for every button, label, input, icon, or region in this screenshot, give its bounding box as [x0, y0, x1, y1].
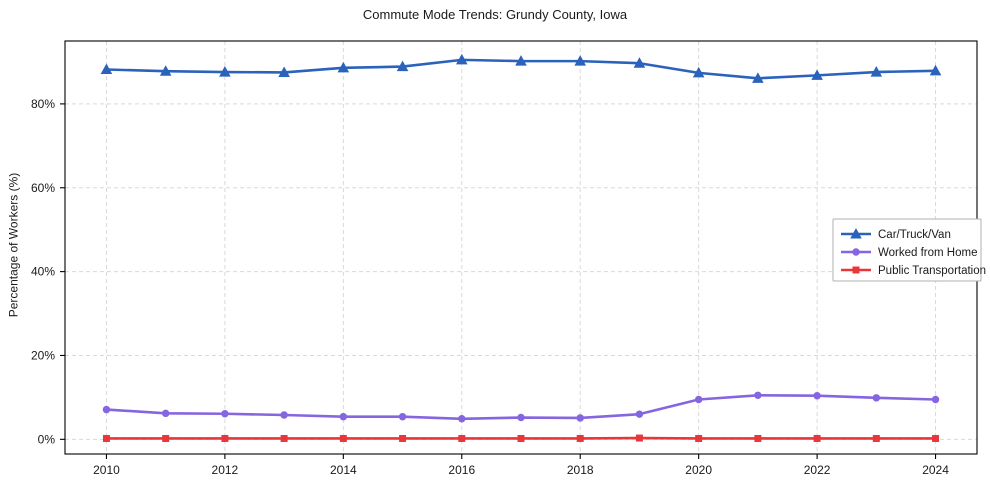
legend-marker: [852, 248, 860, 256]
x-tick-label: 2018: [567, 463, 594, 477]
data-point-marker: [278, 66, 290, 77]
data-point-marker: [929, 64, 942, 76]
data-point-marker: [396, 60, 409, 72]
data-point-marker: [633, 57, 646, 68]
series-1: [102, 391, 940, 423]
data-point-marker: [161, 409, 170, 418]
data-point-marker: [458, 415, 466, 423]
data-point-marker: [221, 410, 229, 418]
data-point-marker: [280, 434, 288, 442]
x-tick-label: 2022: [804, 463, 831, 477]
legend-marker: [850, 228, 862, 239]
data-point-marker: [813, 434, 821, 442]
x-tick-label: 2014: [330, 463, 357, 477]
data-point-marker: [752, 72, 764, 83]
data-point-marker: [339, 412, 348, 421]
data-point-marker: [100, 63, 113, 75]
x-tick-label: 2010: [93, 463, 120, 477]
data-point-marker: [872, 434, 880, 442]
data-point-marker: [162, 434, 170, 442]
data-point-marker: [102, 434, 110, 442]
x-tick-label: 2016: [448, 463, 475, 477]
legend-item-0[interactable]: Car/Truck/Van: [841, 228, 951, 241]
x-axis-ticks: 2010 2012 2014 2016 2018 2020 2022 2024: [93, 454, 949, 477]
y-tick-label: 0%: [38, 432, 56, 446]
legend-label: Car/Truck/Van: [878, 229, 951, 241]
data-point-marker: [870, 66, 883, 77]
data-point-marker: [399, 434, 407, 442]
data-point-marker: [754, 391, 762, 400]
data-point-marker: [159, 65, 172, 76]
legend-marker: [852, 266, 860, 274]
y-tick-label: 40%: [31, 265, 55, 279]
x-tick-label: 2012: [212, 463, 239, 477]
data-point-marker: [813, 391, 821, 400]
data-point-marker: [458, 434, 466, 442]
data-point-marker: [754, 434, 762, 442]
data-point-marker: [576, 434, 584, 442]
data-point-marker: [574, 55, 587, 66]
data-point-marker: [635, 410, 644, 418]
data-point-marker: [517, 413, 525, 422]
data-point-marker: [517, 434, 525, 442]
data-point-marker: [932, 434, 940, 442]
x-tick-label: 2020: [685, 463, 712, 477]
y-axis-ticks: 0% 20% 40% 60% 80%: [31, 97, 65, 446]
data-point-marker: [280, 411, 288, 419]
legend-label: Worked from Home: [878, 247, 977, 259]
data-point-marker: [102, 405, 111, 414]
x-tick-label: 2024: [922, 463, 949, 477]
chart-legend[interactable]: Car/Truck/Van Worked from Home Public Tran…: [832, 218, 986, 282]
data-point-marker: [872, 394, 881, 402]
y-tick-label: 20%: [31, 348, 55, 362]
data-point-marker: [811, 69, 823, 80]
data-point-marker: [337, 61, 350, 73]
data-point-marker: [455, 53, 468, 65]
legend-item-1[interactable]: Worked from Home: [841, 247, 977, 259]
legend-item-2[interactable]: Public Transportation: [841, 265, 986, 277]
data-point-marker: [515, 55, 527, 66]
chart-title: Commute Mode Trends: Grundy County, Iowa: [362, 7, 628, 22]
data-point-marker: [398, 412, 407, 421]
series-0: [100, 53, 942, 83]
data-point-marker: [339, 434, 347, 442]
data-series-group: [100, 53, 942, 442]
series-2: [102, 434, 940, 442]
y-tick-label: 60%: [31, 181, 55, 195]
data-point-marker: [221, 434, 229, 442]
data-point-marker: [695, 434, 703, 442]
data-point-marker: [576, 414, 584, 422]
legend-label: Public Transportation: [878, 265, 986, 277]
data-point-marker: [692, 66, 705, 78]
data-point-marker: [219, 66, 231, 77]
data-point-marker: [931, 395, 940, 404]
data-point-marker: [635, 434, 643, 442]
data-point-marker: [694, 395, 703, 404]
y-tick-label: 80%: [31, 97, 55, 111]
